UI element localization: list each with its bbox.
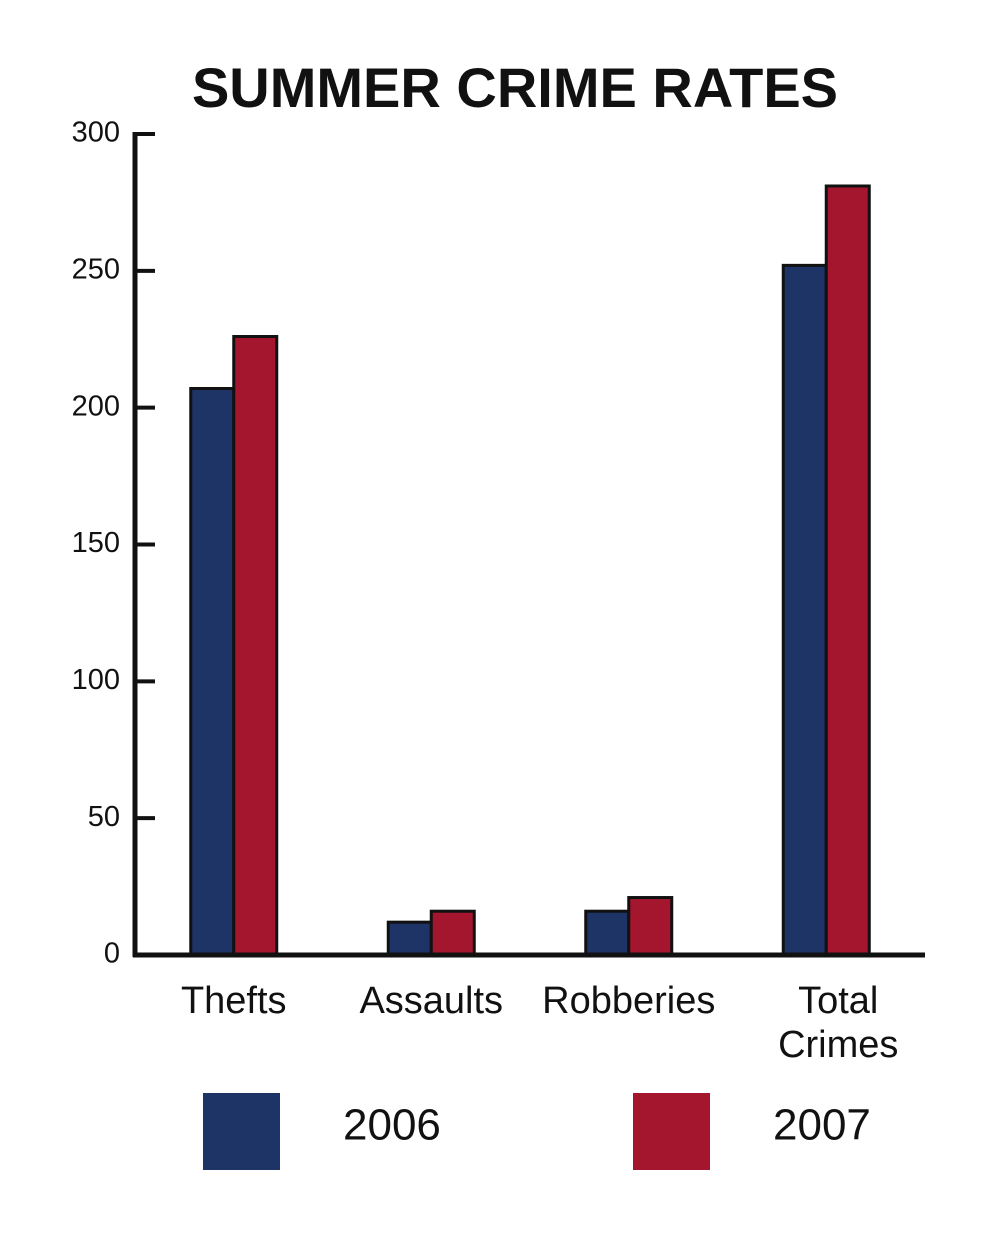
legend-swatch	[633, 1093, 710, 1170]
bar	[386, 920, 433, 957]
y-tick-label: 50	[88, 801, 120, 833]
y-tick-label: 0	[104, 938, 120, 970]
chart-title: SUMMER CRIME RATES	[192, 56, 838, 119]
bar	[781, 263, 828, 957]
legend-label: 2007	[773, 1101, 871, 1150]
x-tick-label: Assaults	[359, 980, 504, 1022]
bar	[584, 909, 631, 957]
y-tick-label: 150	[72, 527, 120, 559]
y-tick-label: 100	[72, 664, 120, 696]
bar	[232, 335, 279, 957]
x-tick-label: Thefts	[180, 980, 287, 1022]
bar	[429, 909, 476, 957]
x-tick-label: Robberies	[542, 980, 716, 1022]
bar	[189, 387, 236, 957]
y-tick-label: 200	[72, 390, 120, 422]
y-tick-label: 250	[72, 253, 120, 285]
legend-label: 2006	[343, 1101, 441, 1150]
y-tick-label: 300	[72, 117, 120, 149]
legend-swatch	[203, 1093, 280, 1170]
x-tick-label: Total Crimes	[778, 980, 899, 1066]
bar	[627, 896, 674, 957]
bar	[824, 184, 871, 957]
